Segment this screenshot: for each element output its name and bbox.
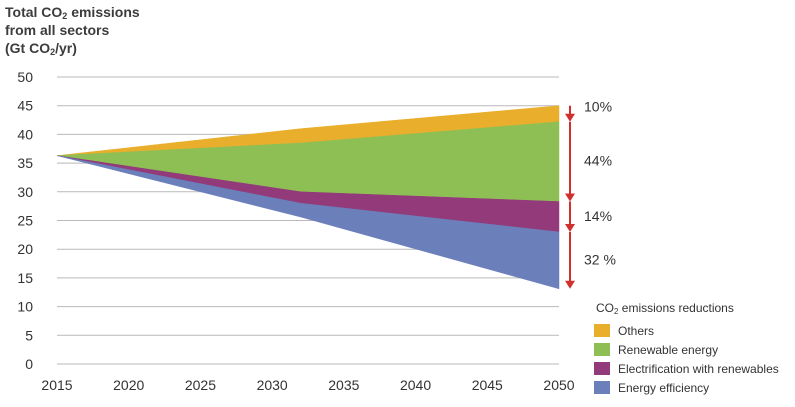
legend-item-energy-efficiency: Energy efficiency bbox=[594, 378, 779, 397]
reduction-arrowhead-electrification-with-renewables bbox=[565, 223, 575, 232]
legend-swatch-energy-efficiency bbox=[594, 381, 610, 394]
x-tick-label-2030: 2030 bbox=[257, 377, 288, 393]
reduction-arrowhead-renewable-energy bbox=[565, 193, 575, 202]
legend-item-electrification: Electrification with renewables bbox=[594, 359, 779, 378]
x-tick-label-2020: 2020 bbox=[113, 377, 144, 393]
chart-title: Total CO2 emissions from all sectors (Gt… bbox=[5, 3, 140, 57]
legend: CO2 emissions reductions Others Renewabl… bbox=[594, 301, 779, 397]
area-energy-efficiency bbox=[56, 155, 560, 290]
y-tick-label-30: 30 bbox=[17, 184, 33, 200]
legend-label-energy-efficiency: Energy efficiency bbox=[618, 380, 710, 395]
reduction-arrowhead-energy-efficiency bbox=[565, 280, 575, 289]
x-tick-label-2025: 2025 bbox=[185, 377, 216, 393]
y-tick-label-20: 20 bbox=[17, 241, 33, 257]
legend-swatch-others bbox=[594, 324, 610, 337]
y-tick-label-15: 15 bbox=[17, 270, 33, 286]
y-tick-label-25: 25 bbox=[17, 213, 33, 229]
legend-label-electrification: Electrification with renewables bbox=[618, 361, 779, 376]
legend-title: CO2 emissions reductions bbox=[596, 301, 734, 316]
title-line-2: from all sectors bbox=[5, 22, 110, 38]
x-tick-label-2045: 2045 bbox=[472, 377, 503, 393]
x-tick-label-2050: 2050 bbox=[543, 377, 574, 393]
share-label-renewable-energy: 44% bbox=[584, 153, 612, 169]
x-tick-label-2035: 2035 bbox=[328, 377, 359, 393]
arrow-layer: 10% 44% 14% 32 % bbox=[565, 99, 616, 289]
area-layer bbox=[56, 105, 560, 290]
title-line-1: Total CO2 emissions bbox=[5, 4, 140, 21]
legend-item-renewable-energy: Renewable energy bbox=[594, 340, 779, 359]
y-tick-label-40: 40 bbox=[17, 126, 33, 142]
legend-swatch-electrification bbox=[594, 362, 610, 375]
share-label-energy-efficiency: 32 % bbox=[584, 251, 616, 267]
y-tick-label-10: 10 bbox=[17, 299, 33, 315]
legend-item-others: Others bbox=[594, 321, 779, 340]
reduction-arrowhead-others bbox=[565, 113, 575, 122]
x-tick-label-2040: 2040 bbox=[400, 377, 431, 393]
y-tick-label-50: 50 bbox=[17, 69, 33, 85]
y-tick-label-5: 5 bbox=[25, 327, 33, 343]
y-tick-label-0: 0 bbox=[25, 356, 33, 372]
legend-label-renewable-energy: Renewable energy bbox=[618, 342, 719, 357]
share-label-electrification-with-renewables: 14% bbox=[584, 208, 612, 224]
x-tick-label-2015: 2015 bbox=[41, 377, 72, 393]
title-line-3: (Gt CO2/yr) bbox=[5, 40, 77, 57]
legend-swatch-renewable-energy bbox=[594, 343, 610, 356]
y-tick-label-35: 35 bbox=[17, 155, 33, 171]
share-label-others: 10% bbox=[584, 99, 612, 115]
y-tick-label-45: 45 bbox=[17, 98, 33, 114]
legend-label-others: Others bbox=[618, 323, 655, 338]
